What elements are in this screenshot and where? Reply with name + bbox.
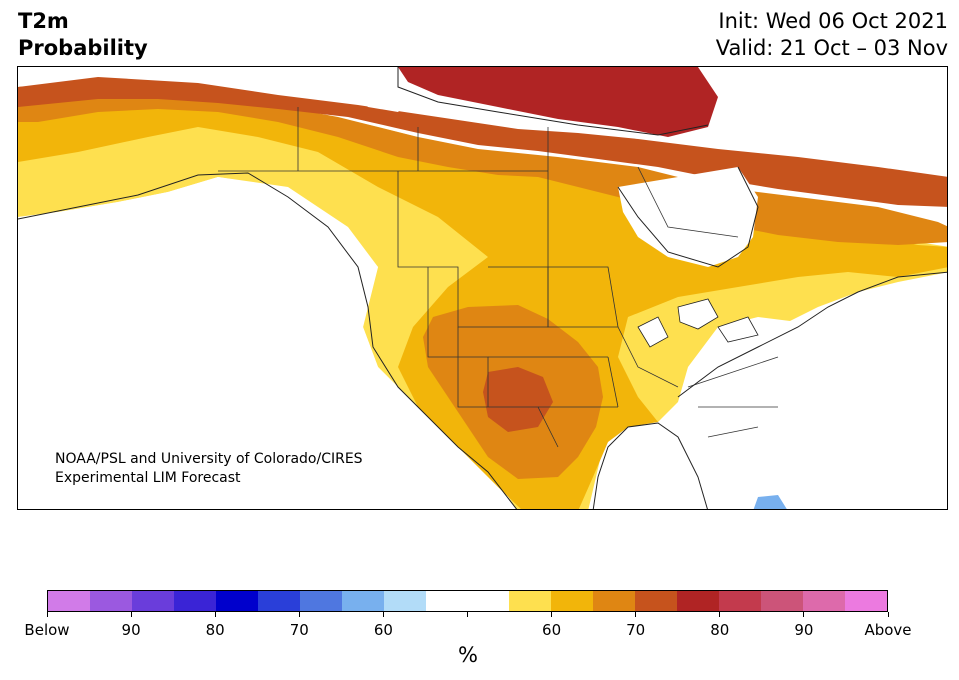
shade-70-80 [18, 83, 947, 509]
colorbar-segment [551, 591, 594, 611]
colorbar-segment [719, 591, 762, 611]
colorbar-tick-mark [298, 612, 300, 617]
neutral-west [18, 177, 458, 509]
neutral-arctic [348, 67, 413, 112]
credit-line-2: Experimental LIM Forecast [55, 470, 241, 486]
lakes [637, 298, 759, 348]
colorbar-tick-label: 60 [373, 621, 393, 639]
colorbar-tick-mark [803, 612, 805, 617]
map-title: T2m Probability [18, 8, 148, 62]
colorbar [47, 590, 888, 612]
colorbar-tick-label: Above [864, 621, 912, 639]
colorbar-tick-label: 70 [626, 621, 646, 639]
shade-90-100-south [483, 367, 553, 432]
colorbar-tick-mark [382, 612, 384, 617]
colorbar-tick-mark [719, 612, 721, 617]
colorbar-segment [845, 591, 888, 611]
colorbar-tick-mark [635, 612, 637, 617]
colorbar-tick-mark [551, 612, 553, 617]
colorbar-tick-label: 90 [121, 621, 141, 639]
shade-below-small [753, 495, 787, 509]
colorbar-segment [131, 591, 174, 611]
colorbar-tick-mark [887, 612, 889, 617]
title-type: Probability [18, 36, 148, 60]
shade-high [398, 67, 718, 137]
colorbar-segment [173, 591, 216, 611]
neutral-southeast [618, 317, 818, 509]
colorbar-segment [803, 591, 846, 611]
colorbar-segment [299, 591, 342, 611]
colorbar-tick-mark [130, 612, 132, 617]
neutral-hudson [618, 167, 758, 267]
colorbar-tick-label: 60 [542, 621, 562, 639]
political-borders [218, 107, 779, 448]
colorbar-segment [341, 591, 384, 611]
colorbar-segment [677, 591, 720, 611]
map-canvas [18, 67, 947, 509]
colorbar-segment [509, 591, 552, 611]
credit-line-1: NOAA/PSL and University of Colorado/CIRE… [55, 451, 363, 467]
colorbar-segment [593, 591, 636, 611]
colorbar-tick-mark [214, 612, 216, 617]
valid-range: Valid: 21 Oct – 03 Nov [715, 36, 948, 60]
colorbar-segment [215, 591, 258, 611]
credit-text: NOAA/PSL and University of Colorado/CIRE… [55, 450, 363, 488]
colorbar-tick-label: Below [24, 621, 70, 639]
colorbar-tick-mark [467, 612, 468, 617]
colorbar-segment [383, 591, 426, 611]
colorbar-tick-label: 80 [710, 621, 730, 639]
date-info: Init: Wed 06 Oct 2021 Valid: 21 Oct – 03… [716, 8, 948, 62]
colorbar-segment [89, 591, 132, 611]
colorbar-segment [257, 591, 300, 611]
colorbar-segment [425, 591, 468, 611]
colorbar-segment [635, 591, 678, 611]
colorbar-unit: % [458, 643, 478, 667]
colorbar-segment [48, 591, 90, 611]
coastlines [18, 67, 947, 509]
colorbar-tick-label: 80 [205, 621, 225, 639]
init-date: Init: Wed 06 Oct 2021 [718, 9, 948, 33]
colorbar-tick-mark [46, 612, 48, 617]
title-variable: T2m [18, 9, 69, 33]
colorbar-segment [467, 591, 510, 611]
colorbar-tick-label: 90 [794, 621, 814, 639]
map-panel [17, 66, 948, 510]
colorbar-segment [761, 591, 804, 611]
colorbar-tick-label: 70 [289, 621, 309, 639]
